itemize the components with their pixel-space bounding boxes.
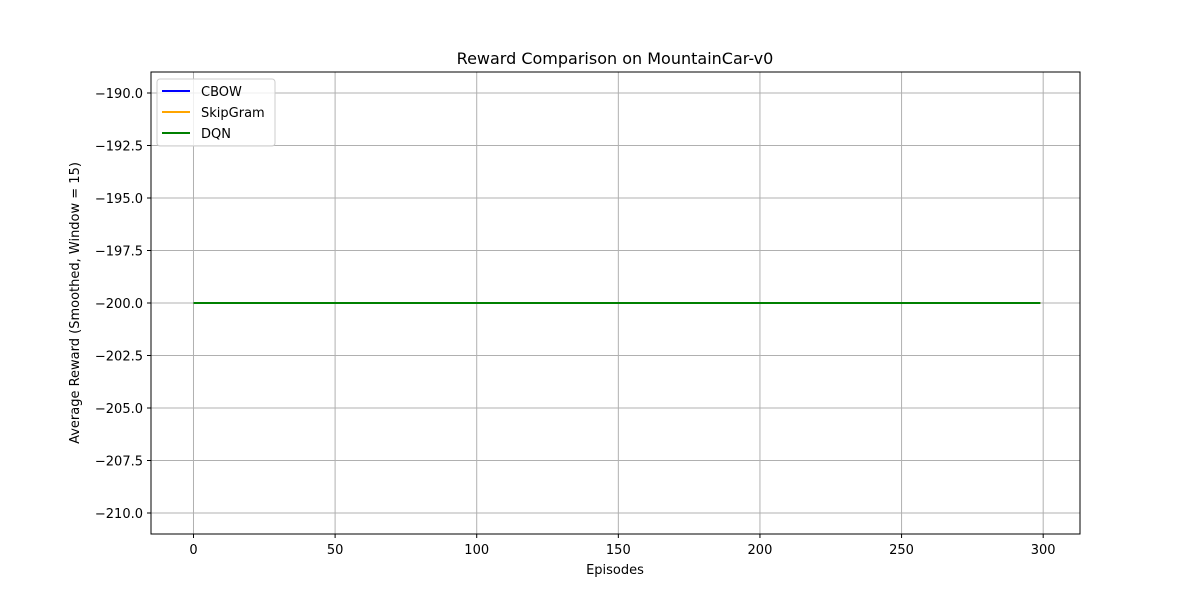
x-tick-label: 250	[889, 543, 914, 558]
x-tick-label: 0	[189, 543, 197, 558]
y-tick-label: −210.0	[95, 507, 143, 522]
x-tick-label: 50	[327, 543, 344, 558]
y-tick-label: −200.0	[95, 297, 143, 312]
y-tick-label: −205.0	[95, 402, 143, 417]
y-tick-label: −195.0	[95, 192, 143, 207]
x-tick-label: 300	[1031, 543, 1056, 558]
x-tick-label: 150	[606, 543, 631, 558]
y-tick-label: −202.5	[95, 350, 143, 365]
chart-title: Reward Comparison on MountainCar-v0	[457, 49, 774, 68]
legend: CBOW SkipGram DQN	[156, 78, 276, 147]
y-tick-label: −192.5	[95, 140, 143, 155]
x-tick-label: 100	[464, 543, 489, 558]
y-tick-label: −190.0	[95, 87, 143, 102]
legend-box	[156, 78, 276, 147]
x-axis-title: Episodes	[586, 563, 644, 578]
y-tick-label: −207.5	[95, 455, 143, 470]
y-tick-label: −197.5	[95, 245, 143, 260]
y-axis: −190.0 −192.5 −195.0 −197.5 −200.0 −202.5 −205…	[95, 87, 151, 522]
legend-label: SkipGram	[201, 106, 265, 121]
legend-label: CBOW	[201, 85, 242, 100]
x-axis: 0 50 100 150 200 250 300	[189, 534, 1056, 558]
grid	[151, 72, 1080, 534]
legend-label: DQN	[201, 127, 231, 142]
y-axis-title: Average Reward (Smoothed, Window = 15)	[68, 162, 83, 444]
x-tick-label: 200	[748, 543, 773, 558]
